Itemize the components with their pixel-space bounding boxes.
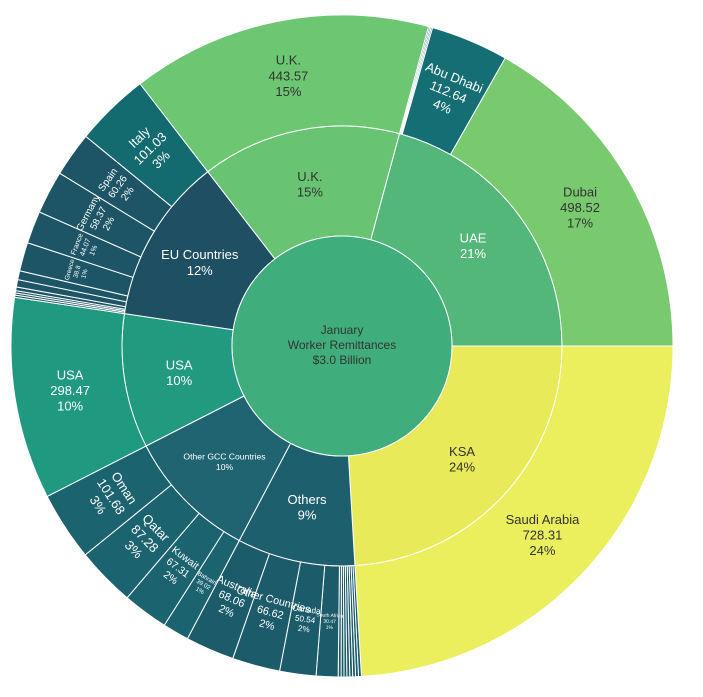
outer-segment-saudi-arabia[interactable] [354, 345, 674, 677]
inner-label-u-k: U.K.15% [297, 169, 323, 200]
outer-label-line: South Africa [316, 612, 343, 619]
outer-label-line: 498.52 [560, 200, 600, 215]
inner-label-line: 10% [216, 462, 234, 472]
center-label-line3: $3.0 Billion [313, 353, 372, 367]
outer-label-line: 443.57 [269, 68, 309, 83]
center-label-line2: Worker Remittances [288, 338, 396, 352]
inner-label-line: 12% [187, 263, 213, 278]
inner-label-line: USA [166, 357, 193, 372]
outer-label-line: 1% [80, 268, 89, 279]
outer-label-line: 24% [529, 543, 555, 558]
outer-label-line: 728.31 [523, 528, 563, 543]
inner-label-line: 15% [297, 185, 323, 200]
inner-label-line: UAE [460, 230, 487, 245]
outer-label-line: Canada [292, 603, 322, 616]
outer-label-line: 2% [217, 603, 237, 620]
outer-label-line: Dubai [563, 184, 597, 199]
outer-segment-dubai[interactable] [449, 57, 674, 347]
outer-label-line: 2% [258, 617, 277, 633]
inner-label-line: KSA [449, 444, 475, 459]
outer-label-line: 50.54 [294, 614, 316, 626]
center-circle[interactable] [231, 235, 453, 457]
outer-label-line: Saudi Arabia [506, 512, 580, 527]
inner-label-line: EU Countries [161, 247, 239, 262]
outer-label-line: 10% [57, 399, 83, 414]
inner-label-line: 10% [166, 373, 192, 388]
outer-label-line: 17% [567, 215, 593, 230]
inner-label-line: 24% [449, 460, 475, 475]
outer-label-line: 1% [326, 625, 334, 631]
inner-label-line: U.K. [297, 169, 322, 184]
outer-label-line: 30.47 [323, 619, 336, 626]
outer-label-line: 1% [87, 243, 99, 257]
sunburst-rings [10, 14, 674, 678]
inner-label-line: Others [288, 492, 328, 507]
outer-label-line: 38.8 [72, 264, 82, 278]
outer-label-line: 2% [297, 624, 310, 635]
center-label-line1: January [321, 323, 364, 337]
outer-label-line: USA [57, 367, 84, 382]
outer-label-line: 15% [275, 84, 301, 99]
outer-label-line: 298.47 [50, 383, 90, 398]
outer-label-line: 1% [194, 587, 205, 597]
outer-label-line: U.K. [276, 53, 301, 68]
sunburst-center: January Worker Remittances $3.0 Billion [231, 235, 453, 457]
inner-label-line: 21% [460, 246, 486, 261]
inner-label-line: 9% [298, 508, 317, 523]
outer-label-line: 4% [431, 96, 455, 117]
inner-label-line: Other GCC Countries [183, 452, 265, 462]
